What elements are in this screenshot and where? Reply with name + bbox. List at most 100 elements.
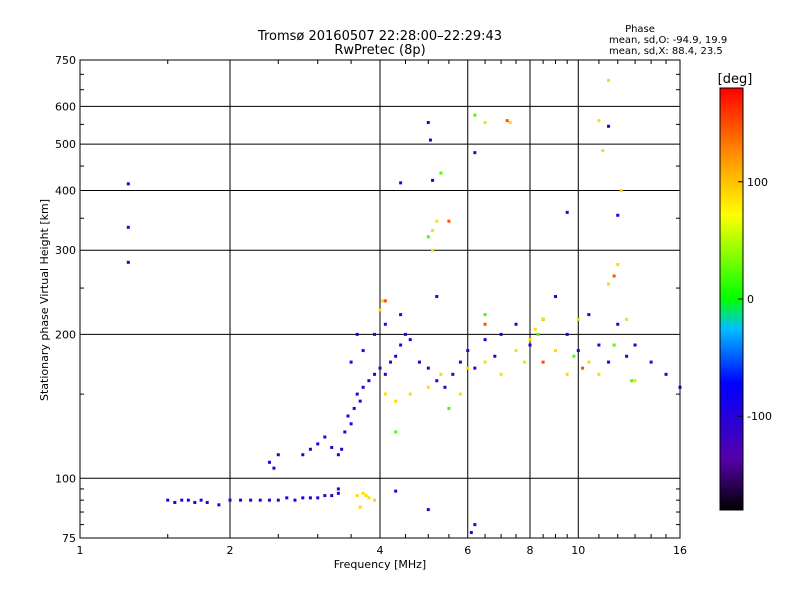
data-point: [394, 430, 398, 434]
data-point: [572, 354, 576, 358]
data-point: [166, 498, 170, 502]
data-point: [576, 349, 580, 353]
data-point: [483, 360, 487, 364]
data-point: [483, 313, 487, 317]
data-point: [340, 447, 344, 451]
data-point: [355, 494, 359, 498]
data-point: [458, 360, 462, 364]
data-point: [443, 385, 447, 389]
colorbar-tick-label: 0: [747, 293, 754, 306]
data-point: [597, 343, 601, 347]
data-point: [276, 453, 280, 457]
plot-frame: [79, 59, 681, 539]
data-point: [285, 496, 289, 500]
data-point: [619, 188, 623, 192]
data-point: [435, 379, 439, 383]
data-point: [367, 496, 371, 500]
data-point: [373, 332, 377, 336]
data-point: [541, 360, 545, 364]
data-point: [616, 213, 620, 217]
y-tick-label: 500: [55, 138, 76, 151]
y-tick-label: 75: [62, 532, 76, 545]
data-point: [428, 138, 432, 142]
data-point: [431, 248, 435, 252]
y-tick-label: 100: [55, 472, 76, 485]
data-point: [607, 78, 611, 82]
data-point: [293, 498, 297, 502]
data-point: [607, 360, 611, 364]
data-point: [399, 343, 403, 347]
data-point: [625, 354, 629, 358]
data-point: [451, 372, 455, 376]
data-point: [343, 430, 347, 434]
data-point: [616, 322, 620, 326]
data-point: [383, 372, 387, 376]
data-point: [466, 349, 470, 353]
data-point: [466, 366, 470, 370]
axes: 1 2 4 6 8 10 16 75 100 200 300 400 500 600 750: [55, 54, 687, 557]
data-point: [439, 372, 443, 376]
data-point: [361, 491, 365, 495]
data-point: [394, 399, 398, 403]
data-point: [301, 496, 305, 500]
data-point: [473, 366, 477, 370]
data-point: [528, 338, 532, 342]
y-tick-label: 300: [55, 244, 76, 257]
data-point: [217, 503, 221, 507]
y-tick-label: 400: [55, 184, 76, 197]
data-point: [355, 332, 359, 336]
data-point: [505, 119, 509, 123]
data-point: [308, 496, 312, 500]
grid-lines: [80, 60, 680, 538]
data-point: [267, 460, 271, 464]
data-point: [447, 406, 451, 410]
data-point: [447, 219, 451, 223]
data-point: [355, 392, 359, 396]
data-point: [336, 491, 340, 495]
data-point: [431, 228, 435, 232]
data-point: [349, 360, 353, 364]
data-point: [349, 422, 353, 426]
colorbar-tick-label: -100: [747, 410, 772, 423]
data-point: [483, 322, 487, 326]
data-point: [633, 343, 637, 347]
data-point: [649, 360, 653, 364]
data-point: [499, 372, 503, 376]
data-point: [473, 151, 477, 155]
data-point: [378, 366, 382, 370]
data-point: [126, 225, 130, 229]
y-axis-label: Stationary phase Virtual Height [km]: [38, 199, 51, 401]
data-point: [308, 447, 312, 451]
colorbar-tick-label: 100: [747, 176, 768, 189]
data-points: [126, 78, 682, 535]
data-point: [630, 379, 634, 383]
data-point: [381, 299, 385, 303]
data-point: [383, 392, 387, 396]
data-point: [469, 531, 473, 535]
data-point: [383, 322, 387, 326]
data-point: [373, 372, 377, 376]
data-point: [426, 121, 430, 125]
y-tick-label: 600: [55, 100, 76, 113]
data-point: [601, 148, 605, 152]
data-point: [473, 523, 477, 527]
data-point: [272, 466, 276, 470]
data-point: [431, 178, 435, 182]
data-point: [597, 372, 601, 376]
data-point: [399, 313, 403, 317]
data-point: [612, 343, 616, 347]
x-tick-label: 1: [77, 544, 84, 557]
data-point: [565, 210, 569, 214]
y-tick-label: 750: [55, 54, 76, 67]
x-tick-label: 8: [527, 544, 534, 557]
data-point: [249, 498, 253, 502]
data-point: [186, 498, 190, 502]
data-point: [346, 414, 350, 418]
data-point: [258, 498, 262, 502]
y-tick-label: 200: [55, 328, 76, 341]
data-point: [508, 121, 512, 125]
data-point: [399, 181, 403, 185]
x-tick-label: 16: [673, 544, 687, 557]
data-point: [239, 498, 243, 502]
data-point: [607, 124, 611, 128]
